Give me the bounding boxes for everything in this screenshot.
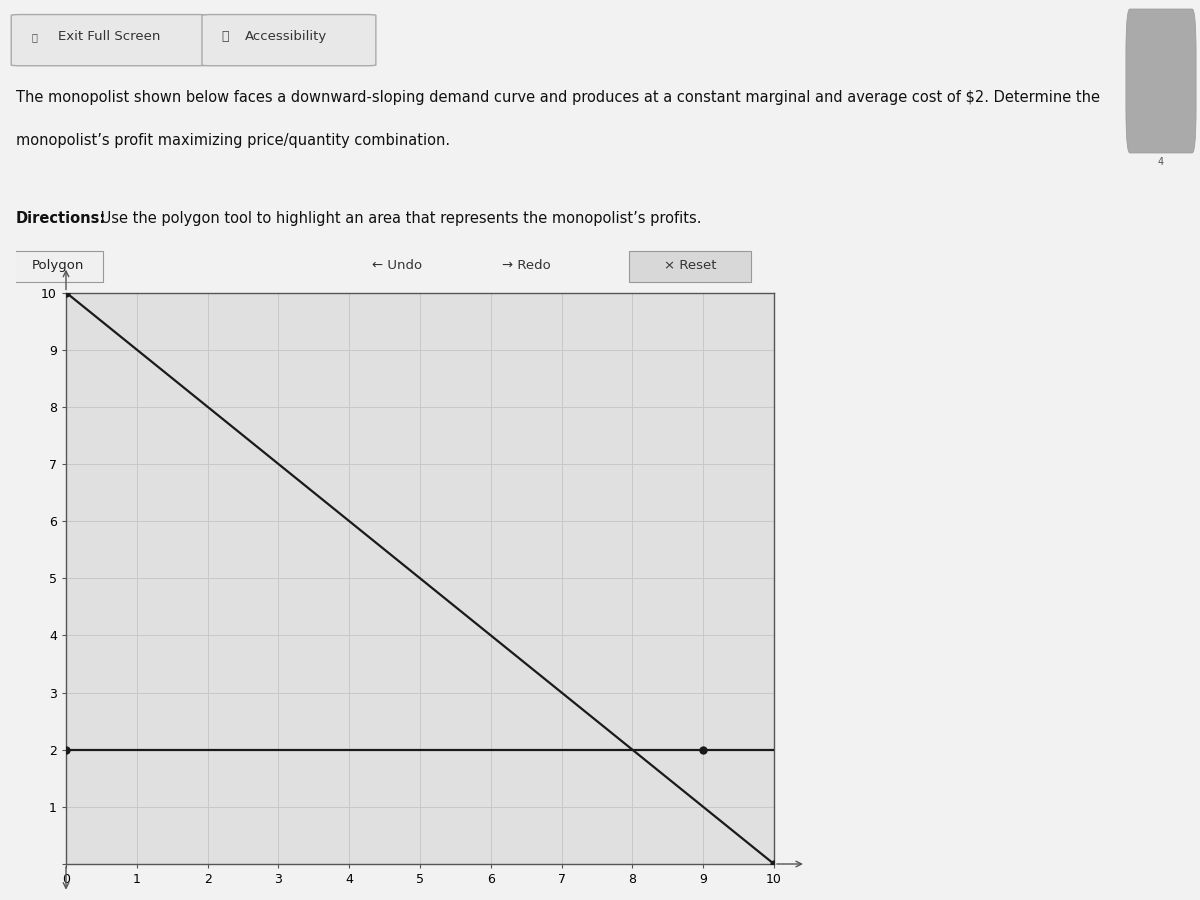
Text: monopolist’s profit maximizing price/quantity combination.: monopolist’s profit maximizing price/qua… bbox=[16, 133, 450, 148]
FancyBboxPatch shape bbox=[1126, 9, 1196, 153]
Text: → Redo: → Redo bbox=[502, 259, 551, 272]
Text: 4: 4 bbox=[1158, 157, 1164, 167]
Text: ← Undo: ← Undo bbox=[372, 259, 421, 272]
Text: The monopolist shown below faces a downward-sloping demand curve and produces at: The monopolist shown below faces a downw… bbox=[16, 90, 1099, 105]
Text: Accessibility: Accessibility bbox=[245, 31, 326, 43]
Text: Polygon: Polygon bbox=[31, 259, 84, 272]
FancyBboxPatch shape bbox=[11, 14, 208, 66]
Text: ⬜: ⬜ bbox=[31, 32, 37, 41]
Text: Use the polygon tool to highlight an area that represents the monopolist’s profi: Use the polygon tool to highlight an are… bbox=[96, 211, 702, 226]
Text: × Reset: × Reset bbox=[664, 259, 716, 272]
FancyBboxPatch shape bbox=[12, 251, 103, 282]
Text: Directions:: Directions: bbox=[16, 211, 106, 226]
Text: ⓘ: ⓘ bbox=[221, 31, 228, 43]
FancyBboxPatch shape bbox=[202, 14, 376, 66]
Text: Exit Full Screen: Exit Full Screen bbox=[59, 31, 161, 43]
FancyBboxPatch shape bbox=[629, 251, 751, 282]
